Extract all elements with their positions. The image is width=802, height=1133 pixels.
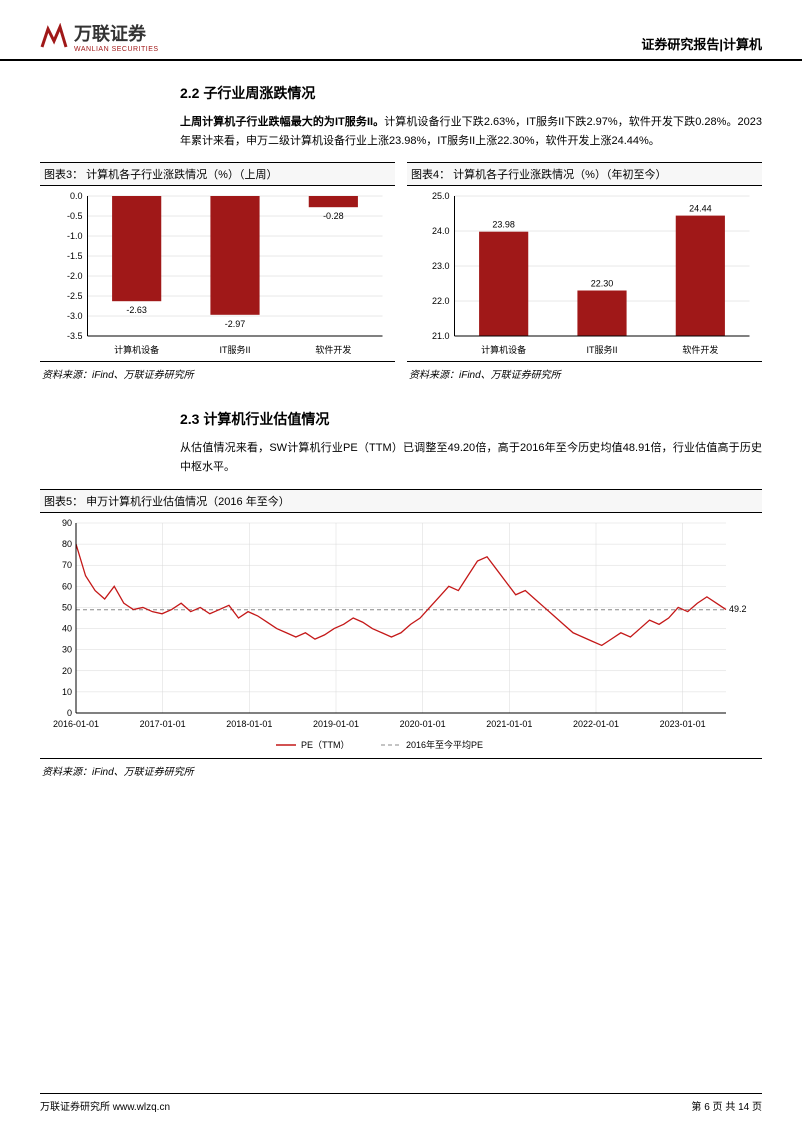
svg-text:80: 80	[62, 539, 72, 549]
svg-text:49.2: 49.2	[729, 604, 747, 614]
svg-text:IT服务II: IT服务II	[587, 344, 618, 355]
svg-text:2022-01-01: 2022-01-01	[573, 719, 619, 729]
svg-text:50: 50	[62, 602, 72, 612]
section-2-2-body: 上周计算机子行业跌幅最大的为IT服务II。计算机设备行业下跌2.63%，IT服务…	[180, 113, 762, 150]
footer-left: 万联证券研究所 www.wlzq.cn	[40, 1098, 170, 1113]
svg-text:-1.5: -1.5	[67, 251, 83, 261]
chart-3-svg: -3.5 -3.0 -2.5 -2.0 -1.5 -1.0 -0.5 0.0 -2.63 计算机设…	[40, 186, 395, 361]
svg-text:-0.28: -0.28	[323, 212, 344, 222]
svg-text:-3.5: -3.5	[67, 331, 83, 341]
page-footer: 万联证券研究所 www.wlzq.cn 第 6 页 共 14 页	[40, 1093, 762, 1113]
svg-text:-2.63: -2.63	[126, 306, 147, 316]
svg-text:计算机设备: 计算机设备	[481, 344, 526, 355]
svg-text:2020-01-01: 2020-01-01	[400, 719, 446, 729]
logo-text: 万联证券	[74, 20, 159, 46]
chart-3-title: 图表3： 计算机各子行业涨跌情况（%）（上周）	[40, 162, 395, 186]
svg-text:-2.97: -2.97	[225, 319, 246, 329]
svg-text:-0.5: -0.5	[67, 211, 83, 221]
svg-text:软件开发: 软件开发	[315, 344, 351, 355]
svg-text:60: 60	[62, 581, 72, 591]
svg-text:23.0: 23.0	[432, 261, 450, 271]
chart-3-box: 图表3： 计算机各子行业涨跌情况（%）（上周） -3.5 -3.0 -2.5 -2.0…	[40, 162, 395, 383]
svg-text:24.44: 24.44	[689, 204, 712, 214]
chart-5-svg: 0 10 20 30 40 50 60 70 80 90 2016-01-01 2017-01-01 2…	[40, 513, 762, 758]
svg-text:22.0: 22.0	[432, 296, 450, 306]
svg-text:90: 90	[62, 518, 72, 528]
chart-3-source: 资料来源：iFind、万联证券研究所	[40, 361, 395, 383]
chart-4-source: 资料来源：iFind、万联证券研究所	[407, 361, 762, 383]
section-2-3-title: 2.3 计算机行业估值情况	[180, 409, 762, 429]
chart-5-source: 资料来源：iFind、万联证券研究所	[40, 758, 762, 780]
svg-text:40: 40	[62, 623, 72, 633]
svg-text:25.0: 25.0	[432, 191, 450, 201]
header-right-text: 证券研究报告|计算机	[641, 34, 762, 53]
svg-text:2018-01-01: 2018-01-01	[226, 719, 272, 729]
section-2-2-lead: 上周计算机子行业跌幅最大的为IT服务II。	[180, 116, 384, 128]
chart-5-box: 图表5： 申万计算机行业估值情况（2016 年至今） 0 10 20 30 40 50 60…	[40, 489, 762, 780]
svg-text:24.0: 24.0	[432, 226, 450, 236]
svg-text:70: 70	[62, 560, 72, 570]
svg-text:30: 30	[62, 644, 72, 654]
section-2-2-title: 2.2 子行业周涨跌情况	[180, 83, 762, 103]
chart-4-svg: 21.0 22.0 23.0 24.0 25.0 23.98 计算机设备 22.30 IT服务I…	[407, 186, 762, 361]
svg-text:10: 10	[62, 687, 72, 697]
svg-text:-2.0: -2.0	[67, 271, 83, 281]
logo-subtext: WANLIAN SECURITIES	[74, 46, 159, 53]
svg-text:21.0: 21.0	[432, 331, 450, 341]
svg-text:2016-01-01: 2016-01-01	[53, 719, 99, 729]
svg-text:0.0: 0.0	[70, 191, 83, 201]
chart-4-title: 图表4： 计算机各子行业涨跌情况（%）（年初至今）	[407, 162, 762, 186]
svg-text:2019-01-01: 2019-01-01	[313, 719, 359, 729]
svg-text:20: 20	[62, 666, 72, 676]
svg-text:2017-01-01: 2017-01-01	[140, 719, 186, 729]
svg-text:PE（TTM）: PE（TTM）	[301, 740, 350, 750]
page-header: 万联证券 WANLIAN SECURITIES 证券研究报告|计算机	[0, 0, 802, 61]
svg-text:2021-01-01: 2021-01-01	[486, 719, 532, 729]
svg-text:软件开发: 软件开发	[682, 344, 718, 355]
logo-icon	[40, 23, 68, 51]
section-2-3-body: 从估值情况来看，SW计算机行业PE（TTM）已调整至49.20倍，高于2016年…	[180, 439, 762, 476]
svg-text:2023-01-01: 2023-01-01	[660, 719, 706, 729]
svg-text:23.98: 23.98	[492, 220, 515, 230]
svg-text:-3.0: -3.0	[67, 311, 83, 321]
chart-4-box: 图表4： 计算机各子行业涨跌情况（%）（年初至今） 21.0 22.0 23.0 24…	[407, 162, 762, 383]
footer-right: 第 6 页 共 14 页	[691, 1098, 762, 1113]
svg-text:-1.0: -1.0	[67, 231, 83, 241]
svg-text:2016年至今平均PE: 2016年至今平均PE	[406, 739, 483, 750]
logo: 万联证券 WANLIAN SECURITIES	[40, 20, 159, 53]
svg-text:IT服务II: IT服务II	[220, 344, 251, 355]
svg-text:0: 0	[67, 708, 72, 718]
svg-text:22.30: 22.30	[591, 279, 614, 289]
svg-text:-2.5: -2.5	[67, 291, 83, 301]
svg-text:计算机设备: 计算机设备	[114, 344, 159, 355]
chart-5-title: 图表5： 申万计算机行业估值情况（2016 年至今）	[40, 489, 762, 513]
